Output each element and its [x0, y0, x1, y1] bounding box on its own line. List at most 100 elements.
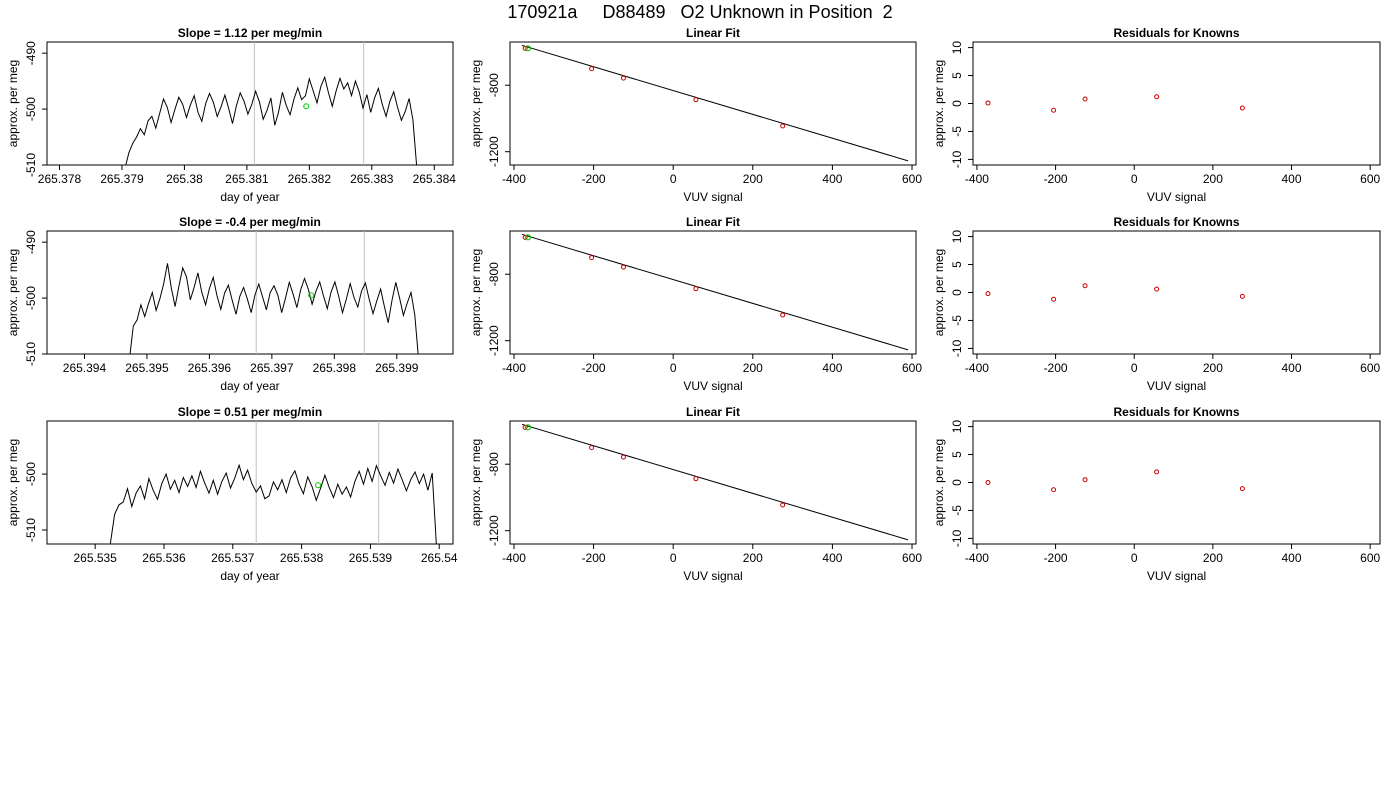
x-tick-label: 265.378 [38, 172, 82, 186]
x-tick-label: -400 [965, 172, 989, 186]
known-point [589, 66, 595, 72]
plot-area [521, 233, 909, 351]
x-axis-label: VUV signal [1147, 190, 1206, 204]
x-tick-label: -400 [502, 551, 526, 565]
residual-point [1154, 286, 1160, 292]
unknown-point [315, 482, 322, 489]
y-axis-label: approx. per meg [469, 439, 483, 526]
x-tick-label: 0 [670, 172, 677, 186]
y-tick-label: -510 [24, 342, 38, 366]
y-tick-label: 5 [950, 451, 964, 458]
y-tick-label: 0 [950, 479, 964, 486]
residual-point [1082, 96, 1088, 102]
panel-trace-3: Slope = 0.51 per meg/min 265.535 265.536 26… [6, 405, 458, 583]
panel-fit-3: Linear Fit -400 -200 0 200 400 600 -1200 -800 VUV… [469, 405, 922, 583]
x-tick-label: -400 [502, 361, 526, 375]
x-tick-label: 0 [1131, 551, 1138, 565]
y-tick-label: 5 [950, 261, 964, 268]
chart-title: Slope = 0.51 per meg/min [178, 405, 322, 419]
x-tick-label: -400 [502, 172, 526, 186]
y-axis-label: approx. per meg [469, 249, 483, 336]
x-tick-label: 600 [1360, 551, 1380, 565]
chart-title: Slope = -0.4 per meg/min [179, 215, 321, 229]
x-tick-label: -200 [582, 361, 606, 375]
x-tick-label: 200 [1203, 551, 1223, 565]
y-tick-label: 10 [950, 41, 964, 55]
panel-residuals-2: Residuals for Knowns -400 -200 0 200 400 600 -1… [932, 215, 1381, 393]
plot-frame [972, 420, 1381, 545]
x-axis-label: VUV signal [683, 569, 742, 583]
x-tick-label: 600 [1360, 172, 1380, 186]
plot-frame [972, 230, 1381, 355]
panel-trace-2: Slope = -0.4 per meg/min 265.394 265.395 26… [6, 215, 454, 393]
known-point [522, 234, 528, 240]
y-tick-label: -1200 [487, 515, 501, 546]
x-axis-label: VUV signal [1147, 569, 1206, 583]
x-tick-label: 400 [1282, 361, 1302, 375]
unknown-point [303, 103, 310, 110]
known-point [780, 123, 786, 129]
x-tick-label: 265.535 [73, 551, 117, 565]
y-tick-label: -500 [24, 286, 38, 310]
chart-title: Linear Fit [686, 215, 740, 229]
plot-area [985, 469, 1245, 493]
panel-residuals-3: Residuals for Knowns -400 -200 0 200 400 600 -1… [932, 405, 1381, 583]
y-tick-label: -1200 [487, 325, 501, 356]
x-tick-label: 265.399 [375, 361, 419, 375]
page-title: 170921a D88489 O2 Unknown in Position 2 [507, 2, 893, 22]
chart-title: Slope = 1.12 per meg/min [178, 26, 322, 40]
plot-frame [972, 41, 1381, 166]
known-point [589, 255, 595, 261]
residual-point [1082, 477, 1088, 483]
known-point [620, 264, 626, 270]
y-tick-label: 0 [950, 100, 964, 107]
plot-area [109, 421, 437, 544]
y-tick-label: -500 [24, 462, 38, 486]
x-tick-label: 0 [1131, 172, 1138, 186]
known-point [780, 312, 786, 318]
x-tick-label: 400 [822, 172, 842, 186]
plot-frame [509, 420, 917, 545]
x-tick-label: 200 [743, 172, 763, 186]
y-tick-label: -10 [950, 339, 964, 357]
y-tick-label: -510 [24, 153, 38, 177]
plot-area [985, 94, 1245, 113]
x-tick-label: 265.394 [63, 361, 107, 375]
panel-fit-2: Linear Fit -400 -200 0 200 400 600 -1200 -800 VUV… [469, 215, 922, 393]
x-tick-label: -200 [1044, 172, 1068, 186]
x-tick-label: 265.397 [250, 361, 294, 375]
x-axis-label: VUV signal [683, 190, 742, 204]
y-tick-label: -5 [950, 505, 964, 516]
x-tick-label: 200 [1203, 361, 1223, 375]
plot-area [521, 423, 909, 541]
y-tick-label: 0 [950, 289, 964, 296]
residual-point [1051, 107, 1057, 113]
known-point [620, 75, 626, 81]
y-tick-label: -800 [487, 262, 501, 286]
x-tick-label: 265.379 [100, 172, 144, 186]
x-tick-label: 0 [670, 551, 677, 565]
plot-area [125, 42, 418, 165]
x-axis-label: VUV signal [1147, 379, 1206, 393]
panel-residuals-1: Residuals for Knowns -400 -200 0 200 400 600 -1… [932, 26, 1381, 204]
x-tick-label: 0 [670, 361, 677, 375]
residual-point [1051, 296, 1057, 302]
x-tick-label: 600 [902, 551, 922, 565]
y-tick-label: 10 [950, 420, 964, 434]
y-tick-label: -10 [950, 150, 964, 168]
unknown-point [524, 424, 532, 431]
y-tick-label: -800 [487, 73, 501, 97]
x-tick-label: 200 [1203, 172, 1223, 186]
trace-line [129, 263, 419, 354]
y-tick-label: -490 [24, 41, 38, 65]
x-tick-label: 265.383 [350, 172, 394, 186]
known-point [522, 45, 528, 51]
trace-line [125, 75, 418, 165]
x-tick-label: 265.539 [349, 551, 393, 565]
x-tick-label: -200 [1044, 361, 1068, 375]
unknown-point [524, 234, 532, 241]
x-tick-label: 0 [1131, 361, 1138, 375]
x-tick-label: 265.537 [211, 551, 255, 565]
x-tick-label: 600 [902, 172, 922, 186]
x-tick-label: 265.395 [125, 361, 169, 375]
